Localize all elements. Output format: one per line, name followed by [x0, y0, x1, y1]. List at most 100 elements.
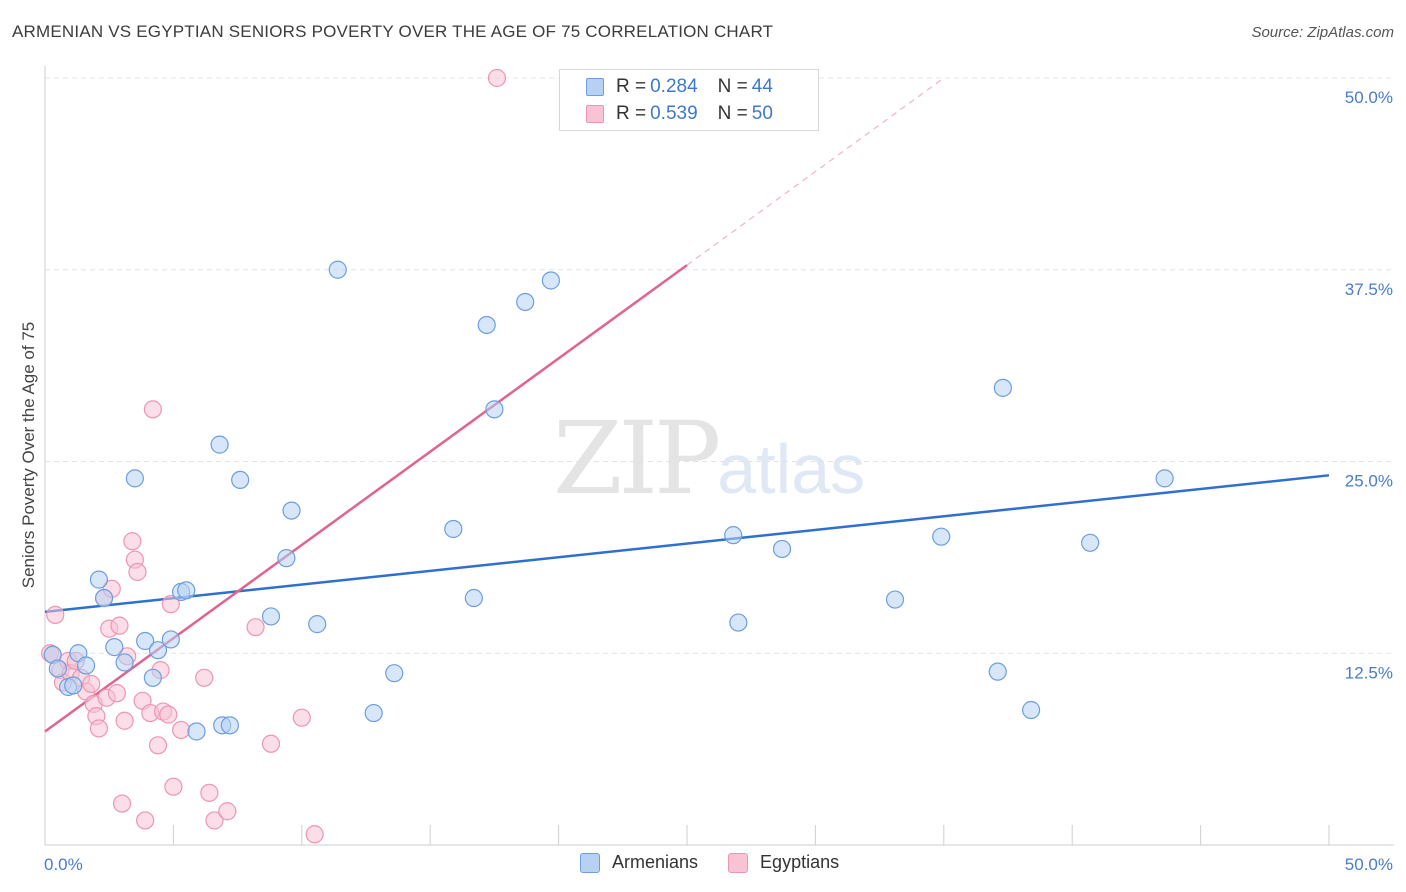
bottom-legend: Armenians Egyptians	[580, 852, 869, 873]
armenians-point	[516, 292, 535, 312]
egyptians-legend-swatch	[728, 852, 749, 873]
armenians-point	[1081, 533, 1100, 552]
armenians-point	[231, 470, 250, 490]
egyptians-point	[305, 825, 324, 844]
y-axis-label: Seniors Poverty Over the Age of 75	[19, 322, 38, 588]
armenians-point	[1022, 700, 1041, 720]
armenians-point	[464, 588, 483, 608]
armenians-legend-swatch	[580, 852, 600, 873]
egyptians-trend-line	[44, 264, 688, 733]
armenians-point	[885, 590, 905, 609]
y-tick-label: 25.0%	[1345, 472, 1393, 491]
armenians-point	[485, 400, 504, 419]
bottom-legend-armenians[interactable]: Armenians	[580, 852, 698, 873]
legend-n-value: 50	[751, 103, 773, 124]
legend-row-egyptians: R = 0.539 N = 50	[586, 101, 773, 127]
egyptians-point	[115, 711, 134, 730]
source-label: Source: ZipAtlas.com	[1251, 24, 1394, 41]
armenians-point	[161, 630, 180, 649]
egyptians-point	[261, 734, 281, 753]
egyptians-point	[159, 705, 178, 724]
armenians-point	[277, 549, 296, 568]
legend-n-value: 44	[751, 76, 773, 97]
armenians-point	[282, 501, 301, 520]
armenians-swatch	[586, 78, 604, 96]
egyptians-point	[172, 720, 191, 740]
armenians-points	[43, 260, 1174, 741]
egyptians-point	[148, 736, 168, 755]
armenians-point	[136, 631, 155, 651]
armenians-point	[328, 260, 347, 279]
watermark-atlas: atlas	[717, 430, 866, 508]
egyptians-point	[205, 811, 224, 830]
armenians-point	[220, 716, 239, 735]
egyptians-point	[107, 684, 127, 703]
watermark-zip: ZIP	[553, 400, 721, 517]
armenians-point	[308, 615, 327, 634]
y-tick-label: 12.5%	[1345, 663, 1393, 682]
armenians-point	[385, 664, 404, 683]
egyptians-points	[41, 68, 507, 844]
egyptians-point	[218, 802, 237, 821]
armenians-trend-line	[44, 474, 1330, 614]
egyptians-point	[89, 719, 109, 738]
egyptians-point	[128, 562, 147, 582]
legend-n-label: N =	[717, 76, 748, 97]
armenians-point	[210, 435, 229, 454]
armenians-legend-label: Armenians	[612, 852, 699, 872]
watermark: ZIPatlas	[553, 400, 865, 517]
armenians-point	[64, 676, 83, 695]
egyptians-point	[143, 400, 162, 419]
egyptians-point	[195, 668, 214, 687]
y-tick-label: 50.0%	[1345, 88, 1393, 107]
egyptians-swatch	[586, 105, 604, 123]
legend-r-label: R =	[616, 103, 647, 124]
armenians-point	[48, 659, 67, 678]
armenians-point	[541, 271, 560, 290]
armenians-point	[143, 668, 162, 687]
armenians-point	[94, 588, 114, 608]
armenians-point	[187, 722, 206, 741]
y-tick-label: 37.5%	[1345, 280, 1393, 299]
armenians-point	[993, 378, 1012, 397]
armenians-point	[148, 641, 168, 660]
egyptians-point	[164, 777, 183, 796]
armenians-point	[988, 662, 1007, 681]
egyptians-point	[487, 68, 507, 88]
egyptians-point	[46, 605, 65, 625]
chart-title: ARMENIAN VS EGYPTIAN SENIORS POVERTY OVE…	[12, 22, 774, 41]
egyptians-point	[82, 674, 101, 694]
egyptians-legend-label: Egyptians	[760, 852, 840, 872]
egyptians-point	[136, 811, 155, 830]
axes	[44, 66, 1394, 846]
armenians-point	[444, 519, 463, 539]
legend-r-label: R =	[616, 76, 647, 97]
x-tick-label: 0.0%	[44, 855, 83, 874]
legend-n-label: N =	[717, 103, 748, 124]
egyptians-point	[246, 618, 265, 637]
armenians-point	[177, 581, 196, 600]
armenians-point	[261, 607, 281, 626]
tick-labels: 12.5% 25.0% 37.5% 50.0% 0.0% 50.0%	[44, 88, 1393, 874]
armenians-point	[105, 638, 124, 657]
legend-row-armenians: R = 0.284 N = 44	[586, 74, 773, 100]
bottom-legend-egyptians[interactable]: Egyptians	[728, 852, 839, 873]
egyptians-point	[110, 616, 129, 635]
legend: R = 0.284 N = 44 R = 0.539 N = 50	[559, 69, 819, 131]
egyptians-point	[123, 532, 142, 551]
egyptians-point	[292, 708, 311, 727]
armenians-point	[125, 469, 144, 488]
armenians-point	[1155, 469, 1174, 488]
armenians-trend	[44, 474, 1330, 614]
x-tick-label: 50.0%	[1345, 855, 1393, 874]
armenians-point	[724, 526, 743, 545]
legend-r-value: 0.284	[650, 76, 698, 97]
armenians-point	[932, 527, 951, 546]
legend-r-value: 0.539	[650, 103, 698, 124]
egyptians-point	[112, 794, 132, 813]
armenians-point	[89, 570, 109, 589]
grid-lines	[45, 77, 1394, 654]
egyptians-point	[161, 595, 180, 614]
armenians-point	[729, 613, 748, 632]
